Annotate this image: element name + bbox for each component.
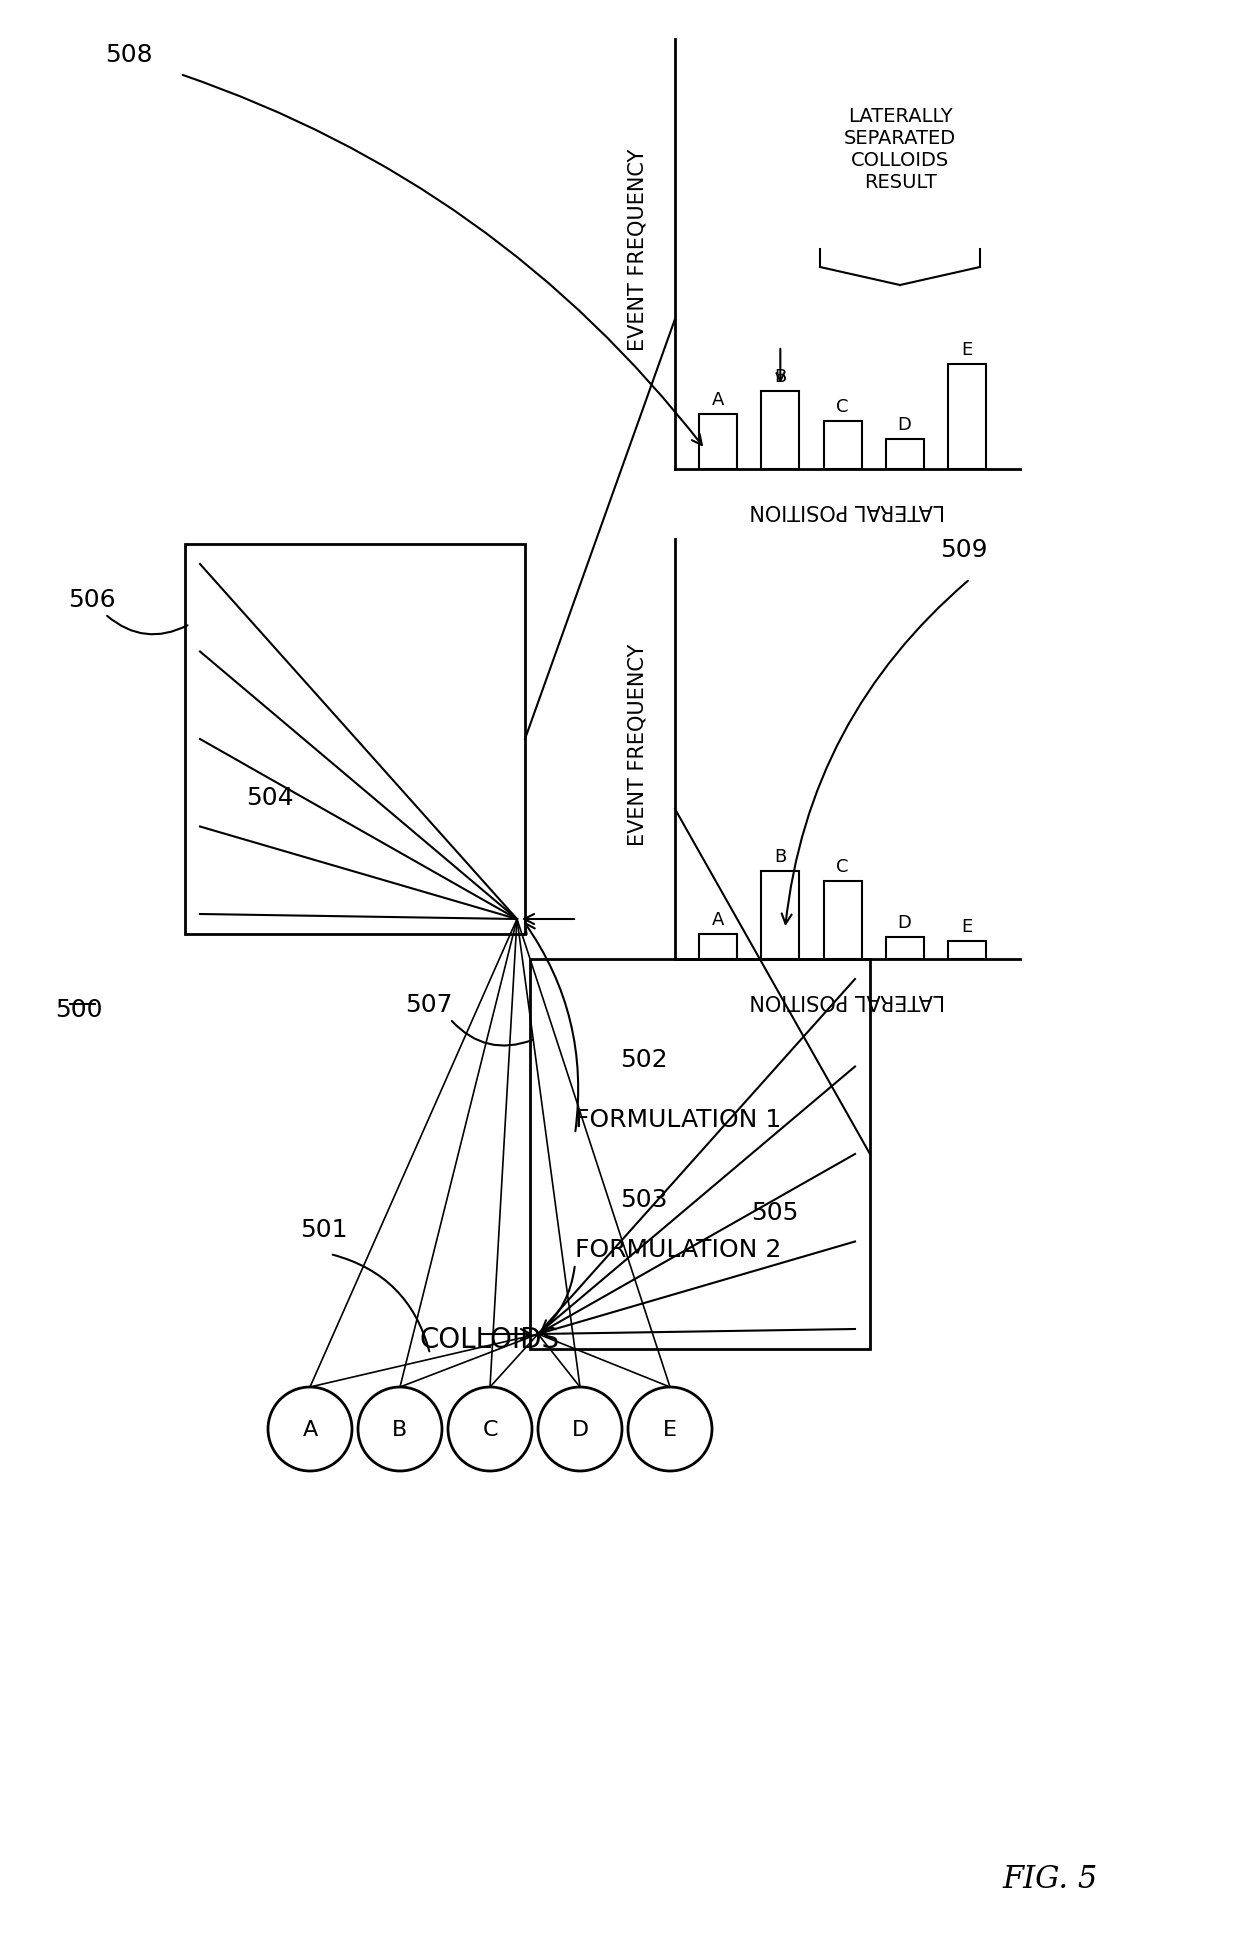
Bar	[885, 938, 924, 960]
Text: LATERAL POSITION: LATERAL POSITION	[750, 500, 945, 520]
Bar	[699, 414, 737, 469]
Text: D: D	[572, 1419, 589, 1439]
Text: E: E	[961, 340, 972, 360]
Text: B: B	[774, 368, 786, 385]
Text: EVENT FREQUENCY: EVENT FREQUENCY	[627, 149, 649, 352]
Bar	[699, 934, 737, 960]
Text: A: A	[303, 1419, 317, 1439]
Text: E: E	[961, 917, 972, 936]
Text: EVENT FREQUENCY: EVENT FREQUENCY	[627, 643, 649, 847]
Text: D: D	[898, 416, 911, 434]
Bar	[947, 366, 986, 469]
Bar	[947, 942, 986, 960]
Text: D: D	[898, 913, 911, 931]
Text: FORMULATION 1: FORMULATION 1	[575, 1107, 781, 1132]
Bar	[185, 545, 525, 934]
Text: COLLOIDS: COLLOIDS	[420, 1325, 560, 1353]
Text: 508: 508	[105, 43, 153, 66]
Text: C: C	[836, 858, 848, 876]
Text: 505: 505	[751, 1200, 799, 1226]
Bar	[761, 872, 800, 960]
Text: 502: 502	[620, 1048, 667, 1071]
Text: 503: 503	[620, 1187, 667, 1212]
Text: 501: 501	[300, 1218, 347, 1241]
Text: 506: 506	[68, 588, 115, 612]
Text: 500: 500	[55, 997, 103, 1021]
Text: FIG. 5: FIG. 5	[1002, 1863, 1097, 1894]
Text: FORMULATION 2: FORMULATION 2	[575, 1238, 781, 1261]
Text: C: C	[836, 397, 848, 416]
Text: A: A	[712, 911, 724, 929]
Text: 507: 507	[405, 993, 453, 1017]
Text: E: E	[663, 1419, 677, 1439]
Text: LATERALLY
SEPARATED
COLLOIDS
RESULT: LATERALLY SEPARATED COLLOIDS RESULT	[844, 108, 956, 192]
Text: B: B	[392, 1419, 408, 1439]
Text: 509: 509	[940, 538, 987, 561]
Bar	[885, 440, 924, 469]
Text: LATERAL POSITION: LATERAL POSITION	[750, 989, 945, 1009]
Bar	[823, 882, 862, 960]
Bar	[761, 391, 800, 469]
Text: C: C	[482, 1419, 497, 1439]
Bar	[529, 960, 870, 1349]
Text: B: B	[774, 848, 786, 866]
Text: 504: 504	[247, 786, 294, 809]
Bar	[823, 422, 862, 469]
Text: A: A	[712, 391, 724, 409]
